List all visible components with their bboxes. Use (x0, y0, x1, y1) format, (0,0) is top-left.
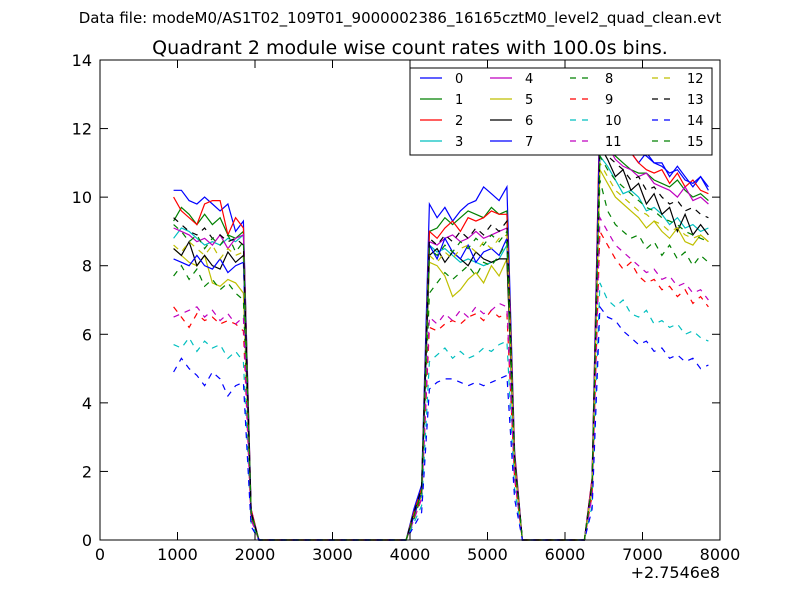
legend-label-11: 11 (605, 135, 622, 150)
chart-title: Quadrant 2 module wise count rates with … (152, 37, 668, 59)
x-axis-offset-label: +2.7546e8 (631, 563, 720, 582)
y-tick-label: 6 (82, 325, 92, 344)
axis-ticks: 0 1000 2000 3000 4000 5000 6000 7000 80000246810… (72, 51, 741, 564)
x-tick-label: 6000 (545, 545, 586, 564)
x-tick-label: 1000 (157, 545, 198, 564)
x-tick-label: 7000 (622, 545, 663, 564)
series-line-3 (173, 154, 709, 541)
y-tick-label: 2 (82, 462, 92, 481)
x-tick-label: 8000 (700, 545, 741, 564)
legend-label-4: 4 (525, 72, 533, 87)
legend-label-14: 14 (687, 114, 704, 129)
series-line-12 (173, 160, 709, 541)
series-line-2 (173, 104, 709, 541)
x-tick-label: 2000 (235, 545, 276, 564)
series-line-11 (173, 215, 709, 541)
legend-label-3: 3 (455, 135, 463, 150)
series-line-9 (173, 229, 709, 541)
legend-label-0: 0 (455, 72, 463, 87)
legend-frame (409, 67, 713, 156)
figure-suptitle: Data file: modeM0/AS1T02_109T01_90000023… (78, 9, 722, 27)
series-line-5 (173, 167, 709, 541)
legend-label-2: 2 (455, 114, 463, 129)
x-tick-label: 5000 (467, 545, 508, 564)
legend-label-1: 1 (455, 93, 463, 108)
legend-label-15: 15 (687, 135, 704, 150)
series-line-14 (173, 305, 709, 541)
x-tick-label: 3000 (312, 545, 353, 564)
legend-label-6: 6 (525, 114, 533, 129)
legend-label-12: 12 (687, 72, 704, 87)
series-line-15 (173, 153, 709, 541)
y-tick-label: 14 (72, 51, 92, 70)
legend-label-5: 5 (525, 93, 533, 108)
legend-label-8: 8 (605, 72, 613, 87)
legend-label-7: 7 (525, 135, 533, 150)
legend-label-10: 10 (605, 114, 622, 129)
series-line-10 (173, 282, 709, 541)
y-tick-label: 12 (72, 120, 92, 139)
y-tick-label: 10 (72, 188, 92, 207)
x-tick-label: 0 (95, 545, 105, 564)
x-tick-label: 4000 (390, 545, 431, 564)
legend-label-9: 9 (605, 93, 613, 108)
legend-label-13: 13 (687, 93, 704, 108)
y-tick-label: 4 (82, 394, 92, 413)
y-tick-label: 8 (82, 257, 92, 276)
y-tick-label: 0 (82, 531, 92, 550)
series-line-6 (173, 143, 709, 541)
series-line-1 (173, 133, 709, 541)
series-layer (173, 104, 709, 541)
